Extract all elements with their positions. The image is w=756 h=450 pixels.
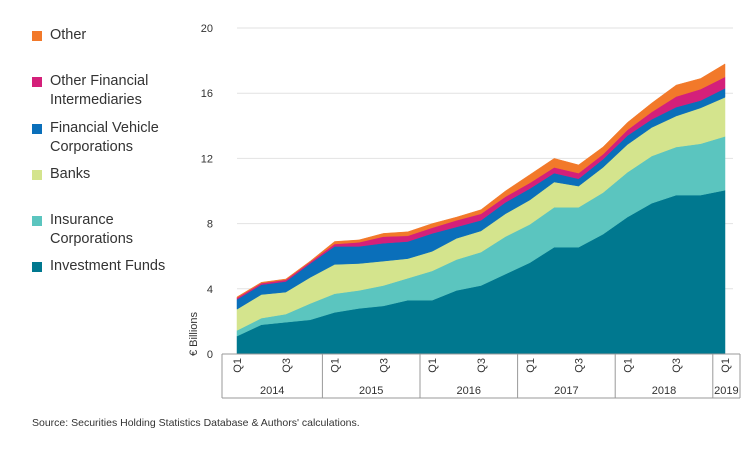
source-note: Source: Securities Holding Statistics Da… (32, 417, 360, 429)
y-tick-label: 12 (201, 153, 213, 165)
y-tick-label: 16 (201, 88, 213, 100)
year-label: 2016 (457, 385, 481, 397)
year-label: 2015 (359, 385, 383, 397)
legend-swatch (32, 216, 42, 226)
x-tick-label: Q1 (720, 358, 732, 373)
y-tick-label: 20 (201, 23, 213, 35)
legend-item-other: Other (32, 26, 86, 45)
legend-swatch (32, 77, 42, 87)
y-tick-label: 8 (207, 219, 213, 231)
legend-item-other-financial-intermediaries: Other Financial Intermediaries (32, 72, 148, 110)
x-tick-label: Q1 (330, 358, 342, 373)
y-axis: 0 4 8 12 16 20 (201, 23, 213, 361)
year-label: 2014 (260, 385, 284, 397)
legend-label: Insurance Corporations (50, 212, 134, 247)
y-tick-label: 4 (207, 284, 213, 296)
x-tick-label: Q1 (232, 358, 244, 373)
x-tick-label: Q3 (671, 358, 683, 373)
y-axis-label: € Billions (188, 311, 200, 356)
area-other (236, 63, 726, 299)
legend-item-investment-funds: Investment Funds (32, 257, 165, 276)
legend-swatch (32, 262, 42, 272)
legend-swatch (32, 124, 42, 134)
x-tick-label: Q3 (476, 358, 488, 373)
x-tick-label: Q3 (378, 358, 390, 373)
y-tick-label: 0 (207, 349, 213, 361)
year-label: 2017 (554, 385, 578, 397)
legend-swatch (32, 31, 42, 41)
x-tick-label: Q1 (427, 358, 439, 373)
legend-item-banks: Banks (32, 165, 90, 184)
legend-label: Other Financial Intermediaries (50, 73, 149, 108)
x-tick-label: Q1 (622, 358, 634, 373)
legend-swatch (32, 170, 42, 180)
legend-label: Other (50, 27, 87, 43)
x-tick-label: Q3 (574, 358, 586, 373)
legend-label: Banks (50, 166, 91, 182)
legend-label: Financial Vehicle Corporations (50, 120, 159, 155)
year-label: 2018 (652, 385, 676, 397)
legend-item-insurance-corporations: Insurance Corporations (32, 211, 133, 249)
legend-item-financial-vehicle-corporations: Financial Vehicle Corporations (32, 119, 159, 157)
area-series (236, 63, 726, 355)
legend-label: Investment Funds (50, 258, 166, 274)
year-label: 2019 (714, 385, 738, 397)
x-axis: Q1 Q3 Q1 Q3 Q1 Q3 Q1 Q3 Q1 Q3 Q1 2014 2015 2016 2017 20… (221, 353, 741, 399)
x-tick-label: Q3 (281, 358, 293, 373)
x-tick-label: Q1 (525, 358, 537, 373)
